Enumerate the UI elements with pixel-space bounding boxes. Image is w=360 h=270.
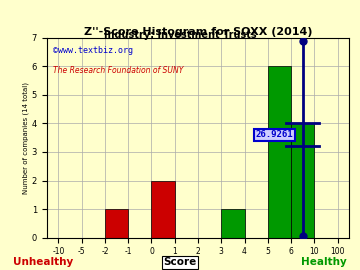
Text: Industry: Investment Trusts: Industry: Investment Trusts — [104, 30, 256, 40]
Text: 26.9261: 26.9261 — [256, 130, 293, 139]
Text: Healthy: Healthy — [301, 257, 347, 267]
Text: Unhealthy: Unhealthy — [13, 257, 73, 267]
Bar — [221, 209, 244, 238]
Bar — [268, 66, 291, 238]
Text: Score: Score — [163, 257, 197, 267]
Text: ©www.textbiz.org: ©www.textbiz.org — [53, 46, 133, 55]
Title: Z''-Score Histogram for SOXX (2014): Z''-Score Histogram for SOXX (2014) — [84, 27, 312, 37]
Y-axis label: Number of companies (14 total): Number of companies (14 total) — [22, 82, 29, 194]
Bar — [291, 123, 314, 238]
Text: The Research Foundation of SUNY: The Research Foundation of SUNY — [53, 66, 183, 75]
Bar — [152, 181, 175, 238]
Bar — [105, 209, 128, 238]
